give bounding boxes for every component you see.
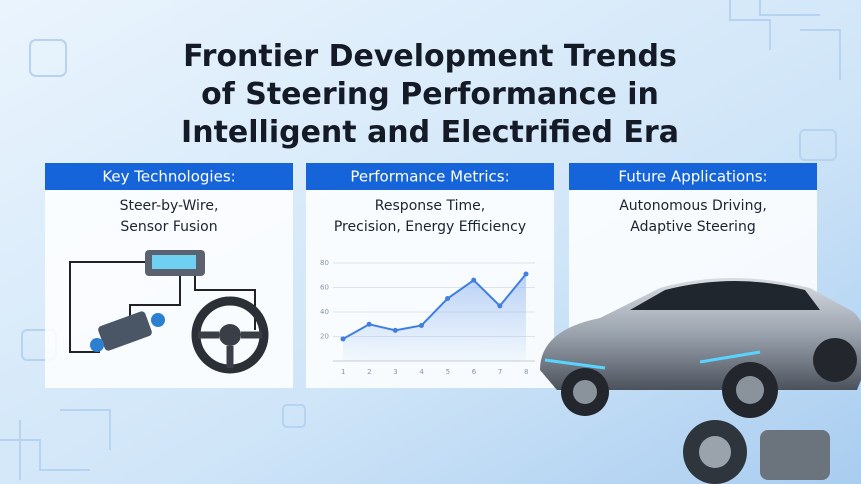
title-line: Frontier Development Trends xyxy=(183,39,677,74)
x-tick-label: 3 xyxy=(393,368,397,376)
y-tick-label: 60 xyxy=(320,284,329,292)
area xyxy=(343,274,526,361)
panel-header-bg xyxy=(569,163,817,190)
panel-header-bg xyxy=(45,163,293,190)
panel-body-line: Precision, Energy Efficiency xyxy=(334,219,526,235)
steering-illustration xyxy=(69,250,269,374)
line-chart: 20 40 60 80 1 2 3 4 5 6 7 8 xyxy=(320,259,535,376)
panel-body-line: Sensor Fusion xyxy=(120,219,217,235)
panel-body-line: Steer-by-Wire, xyxy=(120,198,219,214)
x-tick-label: 6 xyxy=(472,368,477,376)
panel-body-line: Autonomous Driving, xyxy=(619,198,767,214)
y-tick-label: 40 xyxy=(320,308,329,316)
circuit-decor xyxy=(0,0,841,480)
x-tick-label: 4 xyxy=(419,368,424,376)
point xyxy=(366,321,372,327)
panel-header: Key Technologies: xyxy=(102,168,235,186)
x-tick-label: 1 xyxy=(341,368,345,376)
title-line: of Steering Performance in xyxy=(201,77,659,112)
x-tick-label: 5 xyxy=(446,368,450,376)
point xyxy=(392,327,398,333)
point xyxy=(445,296,451,302)
point xyxy=(523,271,529,277)
title-line: Intelligent and Electrified Era xyxy=(181,115,679,150)
title-block: Frontier Development Trends of Steering … xyxy=(181,39,679,150)
y-tick-label: 20 xyxy=(320,333,329,341)
x-tick-label: 8 xyxy=(524,368,528,376)
panel-header-bg xyxy=(306,163,554,190)
panel: Key Technologies: Steer-by-Wire, Sensor Fu… xyxy=(45,163,293,388)
panel-body-line: Adaptive Steering xyxy=(630,219,755,235)
panel-header: Performance Metrics: xyxy=(350,168,509,186)
car-illustration xyxy=(540,278,861,484)
point xyxy=(340,336,346,342)
line xyxy=(342,273,527,340)
panel-header: Future Applications: xyxy=(618,168,767,186)
point xyxy=(418,322,424,328)
panel-body-line: Response Time, xyxy=(375,198,485,214)
point xyxy=(497,303,503,309)
x-tick-label: 7 xyxy=(498,368,502,376)
y-tick-label: 80 xyxy=(320,259,329,267)
x-tick-label: 2 xyxy=(367,368,371,376)
point xyxy=(471,277,477,283)
